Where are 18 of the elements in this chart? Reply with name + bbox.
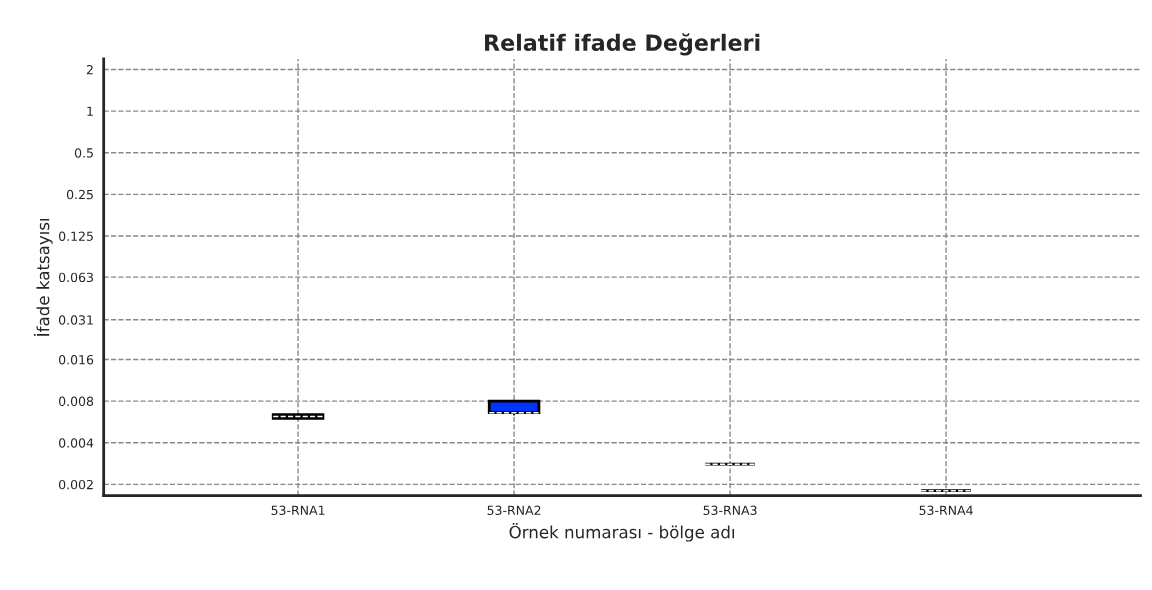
- y-tick-label: 0.016: [59, 354, 94, 365]
- x-tick-label: 53-RNA4: [919, 505, 973, 515]
- y-tick-label: 0.125: [59, 231, 93, 241]
- y-tick-label: 2: [86, 64, 93, 75]
- y-tick-label: 0.063: [59, 272, 93, 283]
- y-tick-label: 0.031: [59, 315, 93, 325]
- x-axis-title: Örnek numarası - bölge adı: [509, 522, 734, 542]
- y-axis-title: İfade katsayısı: [33, 218, 53, 336]
- y-tick-label: 0.008: [59, 396, 94, 407]
- x-tick-label: 53-RNA2: [487, 505, 541, 515]
- x-tick-label: 53-RNA3: [703, 505, 757, 515]
- y-tick-label: 0.002: [59, 479, 93, 490]
- x-tick-label: 53-RNA1: [271, 505, 325, 515]
- y-tick-label: 0.5: [74, 148, 93, 158]
- y-tick-label: 1: [87, 106, 93, 116]
- y-tick-label: 0.25: [66, 189, 93, 200]
- y-tick-label: 0.004: [59, 438, 94, 448]
- chart-title: Relatif ifade Değerleri: [485, 33, 760, 56]
